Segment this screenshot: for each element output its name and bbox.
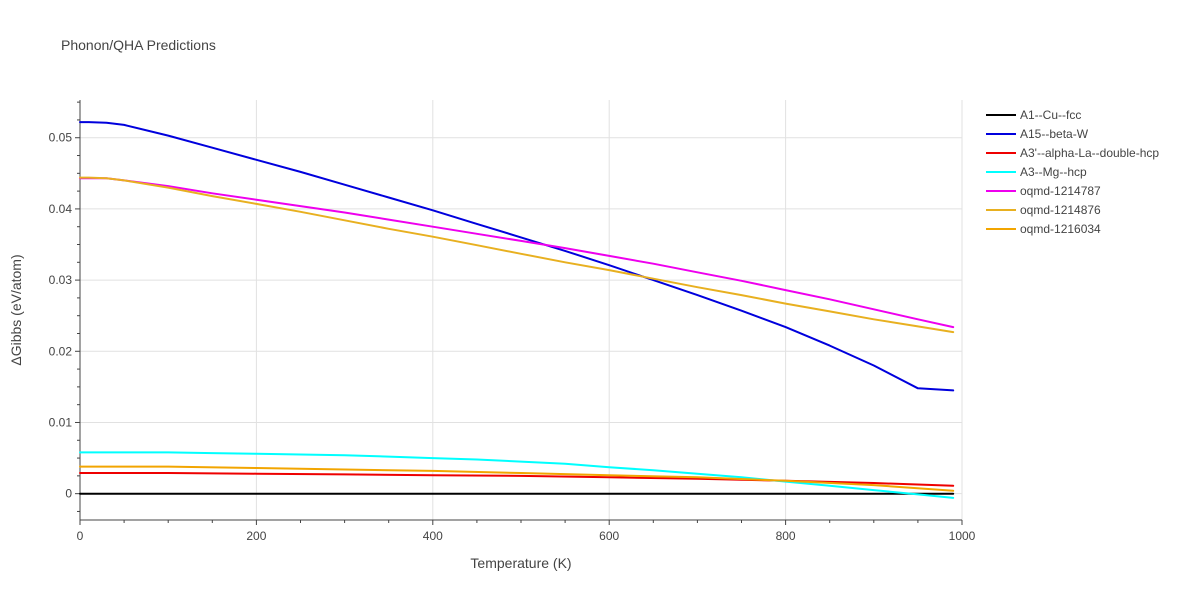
legend-item[interactable]: oqmd-1216034: [986, 222, 1101, 236]
y-tick-label: 0.05: [49, 131, 73, 145]
legend-item[interactable]: A1--Cu--fcc: [986, 108, 1081, 122]
series-line-2: [79, 121, 955, 392]
legend-item[interactable]: A3--Mg--hcp: [986, 165, 1087, 179]
axes: 0 200 400 600 800 1000 0 0.01 0.02 0.03 0.04 0.05: [49, 100, 976, 543]
x-axis-title: Temperature (K): [470, 555, 571, 571]
y-tick-label: 0: [65, 487, 72, 501]
legend-label: oqmd-1214787: [1020, 184, 1101, 198]
chart-title: Phonon/QHA Predictions: [61, 37, 216, 53]
x-tick-label: 400: [423, 529, 443, 543]
y-tick-label: 0.01: [49, 415, 73, 429]
legend-label: oqmd-1216034: [1020, 222, 1101, 236]
series-line-6: [79, 176, 955, 334]
legend-item[interactable]: oqmd-1214787: [986, 184, 1101, 198]
series-line-4: [79, 451, 955, 499]
plot-area: [79, 121, 955, 499]
x-tick-label: 800: [776, 529, 796, 543]
legend-item[interactable]: A3'--alpha-La--double-hcp: [986, 146, 1159, 160]
y-tick-label: 0.02: [49, 344, 73, 358]
legend-item[interactable]: A15--beta-W: [986, 127, 1089, 141]
legend-label: oqmd-1214876: [1020, 203, 1101, 217]
x-tick-label: 0: [77, 529, 84, 543]
y-tick-label: 0.04: [49, 202, 73, 216]
x-tick-label: 600: [599, 529, 619, 543]
legend-item[interactable]: oqmd-1214876: [986, 203, 1101, 217]
y-axis-title: ΔGibbs (eV/atom): [8, 254, 24, 365]
legend: A1--Cu--fcc A15--beta-W A3'--alpha-La--dou…: [986, 108, 1159, 236]
legend-label: A3--Mg--hcp: [1020, 165, 1087, 179]
x-tick-label: 200: [246, 529, 266, 543]
y-tick-label: 0.03: [49, 273, 73, 287]
series-line-7: [79, 465, 955, 492]
legend-label: A3'--alpha-La--double-hcp: [1020, 146, 1159, 160]
x-tick-label: 1000: [949, 529, 976, 543]
legend-label: A1--Cu--fcc: [1020, 108, 1081, 122]
legend-label: A15--beta-W: [1020, 127, 1089, 141]
